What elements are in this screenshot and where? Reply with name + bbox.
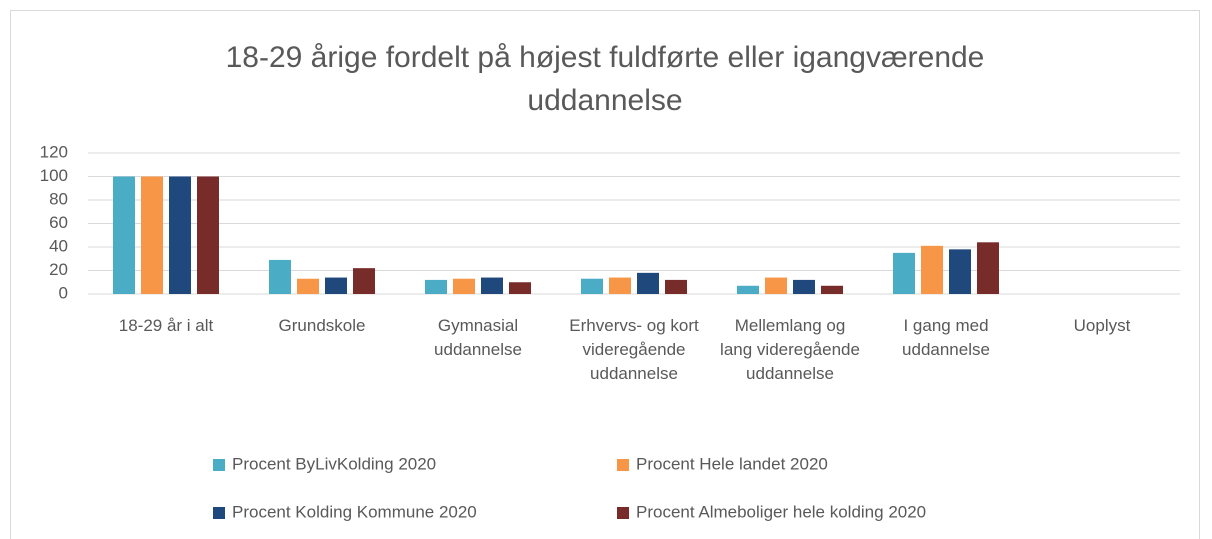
bar bbox=[353, 268, 375, 294]
legend-label: Procent ByLivKolding 2020 bbox=[232, 454, 436, 473]
bar bbox=[425, 279, 447, 294]
bar bbox=[921, 245, 943, 294]
y-tick-label: 0 bbox=[59, 283, 68, 302]
bar bbox=[665, 279, 687, 294]
bar bbox=[141, 176, 163, 294]
x-tick-label: Grundskole bbox=[278, 316, 366, 335]
y-tick-label: 100 bbox=[40, 166, 68, 185]
bar bbox=[481, 277, 503, 294]
x-tick-label: Erhvervs- og kort videregående uddannels… bbox=[569, 316, 699, 383]
y-tick-label: 120 bbox=[40, 142, 68, 161]
bar bbox=[197, 176, 219, 294]
legend-swatch bbox=[617, 507, 629, 519]
chart-title: 18-29 årige fordelt på højest fuldførte … bbox=[225, 41, 985, 117]
bar bbox=[949, 249, 971, 294]
bar bbox=[269, 259, 291, 294]
legend-swatch bbox=[617, 459, 629, 471]
bar bbox=[509, 282, 531, 294]
bar bbox=[821, 285, 843, 294]
legend-swatch bbox=[213, 507, 225, 519]
legend-label: Procent Hele landet 2020 bbox=[636, 454, 828, 473]
x-tick-label: Gymnasial uddannelse bbox=[434, 316, 522, 359]
bar bbox=[297, 278, 319, 294]
x-tick-label: Mellemlang og lang videregående uddannel… bbox=[720, 316, 860, 383]
legend-swatch bbox=[213, 459, 225, 471]
legend-label: Procent Kolding Kommune 2020 bbox=[232, 502, 477, 521]
bar bbox=[325, 277, 347, 294]
chart-border bbox=[10, 10, 1200, 539]
bar bbox=[637, 272, 659, 294]
bar bbox=[977, 242, 999, 294]
y-tick-label: 20 bbox=[49, 260, 68, 279]
bar bbox=[169, 176, 191, 294]
y-tick-label: 40 bbox=[49, 236, 68, 255]
y-tick-label: 60 bbox=[49, 213, 68, 232]
legend-label: Procent Almeboliger hele kolding 2020 bbox=[636, 502, 926, 521]
bar bbox=[453, 278, 475, 294]
x-tick-label: 18-29 år i alt bbox=[118, 316, 214, 335]
bar bbox=[737, 285, 759, 294]
bar bbox=[581, 278, 603, 294]
bar bbox=[765, 277, 787, 294]
x-tick-label: I gang med uddannelse bbox=[902, 316, 990, 359]
bar bbox=[793, 279, 815, 294]
y-tick-label: 80 bbox=[49, 189, 68, 208]
bar bbox=[609, 277, 631, 294]
x-tick-label: Uoplyst bbox=[1073, 316, 1131, 335]
bar bbox=[893, 252, 915, 294]
bar bbox=[113, 176, 135, 294]
